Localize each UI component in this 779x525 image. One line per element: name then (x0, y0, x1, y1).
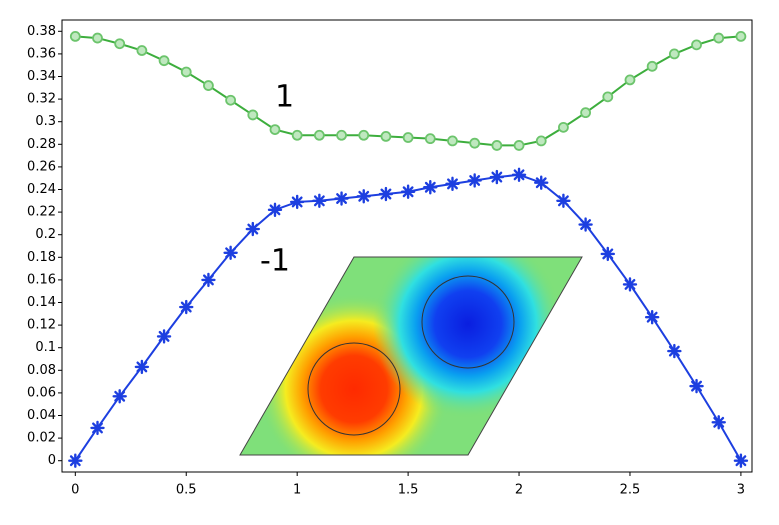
point (578, 217, 593, 232)
x-tick-label: 0.5 (176, 483, 197, 498)
point (334, 191, 349, 206)
point (114, 38, 126, 50)
point (378, 186, 394, 202)
point (691, 39, 702, 51)
point (602, 91, 614, 103)
x-tick-label: 1.5 (398, 483, 419, 498)
point (644, 309, 660, 325)
y-tick-label: 0.28 (27, 137, 56, 152)
point (580, 107, 592, 119)
point (289, 194, 305, 210)
point (380, 130, 392, 142)
point (179, 299, 194, 315)
point (358, 129, 370, 141)
point (600, 246, 615, 262)
point (400, 184, 416, 199)
inset-circle (307, 342, 401, 436)
point (489, 169, 505, 185)
point (513, 140, 525, 151)
point (69, 30, 81, 42)
y-tick-label: 0.06 (27, 385, 56, 400)
point (424, 133, 436, 145)
point (291, 129, 303, 141)
point (90, 420, 105, 436)
point (624, 74, 636, 86)
y-tick-label: 0.04 (27, 408, 56, 423)
annotation: -1 (260, 244, 290, 279)
x-tick-label: 2.5 (620, 483, 641, 498)
y-tick-label: 0.12 (27, 318, 56, 333)
y-tick-label: 0.1 (35, 340, 56, 355)
annotation: 1 (275, 80, 294, 115)
y-tick-label: 0.14 (27, 295, 56, 310)
point (312, 193, 327, 209)
y-tick-label: 0.08 (27, 363, 56, 378)
point (223, 245, 238, 260)
point (469, 137, 481, 149)
y-tick-label: 0 (48, 453, 56, 468)
y-tick-label: 0.16 (27, 272, 56, 287)
y-tick-label: 0.32 (27, 92, 56, 107)
point (689, 378, 704, 394)
y-tick-label: 0.34 (27, 69, 56, 84)
point (203, 80, 214, 91)
point (535, 135, 547, 147)
point (68, 453, 83, 468)
x-tick-label: 1 (293, 483, 301, 498)
plot-frame (61, 19, 753, 473)
point (201, 272, 216, 288)
point (447, 135, 458, 147)
point (733, 453, 749, 468)
inset-border (239, 256, 583, 456)
point (735, 30, 747, 42)
y-tick-label: 0.38 (27, 24, 56, 39)
point (136, 45, 148, 56)
y-tick-label: 0.2 (35, 227, 56, 242)
y-tick-label: 0.3 (35, 114, 56, 129)
point (711, 415, 726, 430)
point (313, 129, 325, 141)
point (92, 32, 103, 44)
y-tick-label: 0.26 (27, 159, 56, 174)
point (534, 175, 549, 190)
inset-circle (421, 275, 515, 369)
point (336, 129, 347, 141)
point (180, 66, 192, 78)
point (247, 109, 259, 121)
y-tick-label: 0.22 (27, 205, 56, 220)
x-tick-label: 3 (737, 483, 745, 498)
point (556, 193, 571, 209)
point (356, 189, 371, 204)
point (267, 202, 283, 218)
y-tick-label: 0.24 (27, 182, 56, 197)
x-tick-label: 2 (515, 483, 523, 498)
point (445, 176, 460, 192)
point (402, 132, 414, 143)
y-tick-label: 0.36 (27, 46, 56, 61)
point (713, 32, 725, 44)
point (668, 48, 680, 60)
point (156, 329, 172, 344)
point (245, 221, 261, 237)
x-tick-label: 0 (71, 483, 79, 498)
point (225, 94, 237, 106)
point (134, 359, 150, 375)
point (491, 140, 503, 151)
point (269, 124, 281, 136)
series-line (75, 35, 741, 147)
point (112, 389, 127, 404)
point (558, 121, 569, 133)
point (158, 55, 170, 67)
point (467, 173, 482, 188)
point (646, 60, 658, 72)
point (667, 343, 682, 359)
point (511, 167, 527, 183)
y-tick-label: 0.02 (27, 431, 56, 446)
point (423, 180, 438, 195)
y-tick-label: 0.18 (27, 250, 56, 265)
point (622, 277, 638, 292)
